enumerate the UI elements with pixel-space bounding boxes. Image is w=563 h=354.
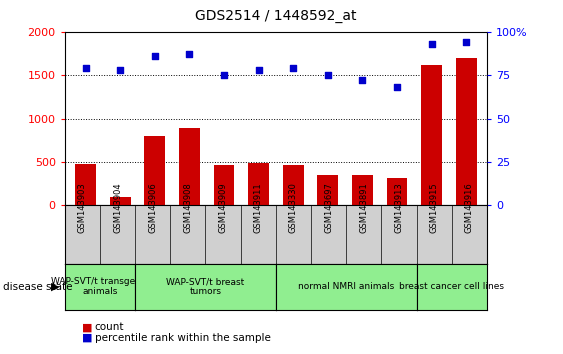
- Bar: [144, 136, 165, 205]
- Text: GSM143908: GSM143908: [184, 183, 193, 233]
- Point: [289, 65, 298, 71]
- Point: [81, 65, 90, 71]
- Bar: [283, 165, 303, 205]
- Bar: [456, 58, 477, 205]
- Bar: [110, 197, 131, 205]
- Text: WAP-SVT/t breast
tumors: WAP-SVT/t breast tumors: [167, 277, 244, 296]
- Bar: [75, 164, 96, 205]
- Point: [115, 67, 124, 73]
- Text: GSM143911: GSM143911: [254, 183, 263, 233]
- Text: GSM143330: GSM143330: [289, 182, 298, 233]
- Point: [150, 53, 159, 59]
- Point: [323, 73, 332, 78]
- Bar: [421, 65, 442, 205]
- Point: [427, 41, 436, 47]
- Text: GSM143903: GSM143903: [78, 183, 87, 233]
- Text: GSM143904: GSM143904: [113, 183, 122, 233]
- Bar: [387, 178, 408, 205]
- Text: normal NMRI animals: normal NMRI animals: [298, 282, 394, 291]
- Bar: [179, 128, 200, 205]
- Text: GSM143913: GSM143913: [395, 183, 404, 233]
- Text: ▶: ▶: [51, 282, 59, 292]
- Point: [462, 39, 471, 45]
- Text: GSM143916: GSM143916: [465, 183, 474, 233]
- Text: ■: ■: [82, 333, 92, 343]
- Text: GSM143891: GSM143891: [359, 183, 368, 233]
- Point: [254, 67, 263, 73]
- Text: GSM143697: GSM143697: [324, 182, 333, 233]
- Text: breast cancer cell lines: breast cancer cell lines: [399, 282, 504, 291]
- Text: GSM143915: GSM143915: [430, 183, 439, 233]
- Text: GDS2514 / 1448592_at: GDS2514 / 1448592_at: [195, 9, 356, 23]
- Point: [392, 85, 401, 90]
- Text: disease state: disease state: [3, 282, 72, 292]
- Bar: [318, 175, 338, 205]
- Point: [220, 73, 229, 78]
- Text: count: count: [95, 322, 124, 332]
- Bar: [248, 163, 269, 205]
- Point: [185, 52, 194, 57]
- Point: [358, 78, 367, 83]
- Text: GSM143909: GSM143909: [218, 183, 227, 233]
- Text: WAP-SVT/t transgenic
animals: WAP-SVT/t transgenic animals: [51, 277, 149, 296]
- Bar: [352, 175, 373, 205]
- Text: ■: ■: [82, 322, 92, 332]
- Text: percentile rank within the sample: percentile rank within the sample: [95, 333, 270, 343]
- Text: GSM143906: GSM143906: [148, 183, 157, 233]
- Bar: [213, 165, 234, 205]
